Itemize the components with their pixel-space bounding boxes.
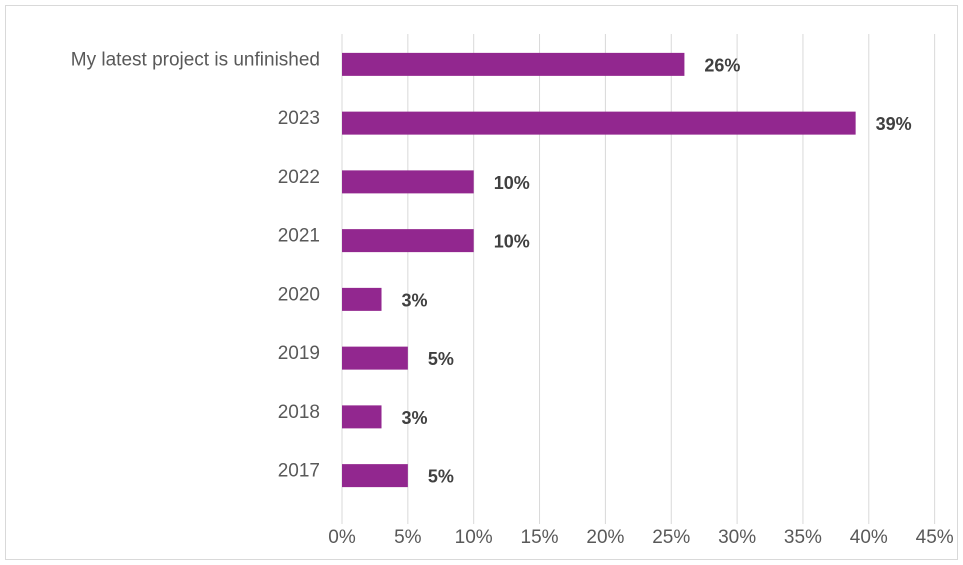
bar [342, 346, 408, 370]
category-label: 2021 [278, 226, 320, 247]
data-label: 3% [402, 408, 428, 428]
category-label: My latest project is unfinished [71, 49, 320, 70]
bar [342, 111, 856, 135]
category-axis: My latest project is unfinished 2023 2022 2… [71, 49, 320, 481]
x-tick-label: 15% [521, 527, 559, 548]
bar [342, 52, 685, 76]
data-label: 5% [428, 467, 454, 487]
category-label: 2017 [278, 461, 320, 482]
category-label: 2019 [278, 343, 320, 364]
category-label: 2022 [278, 167, 320, 188]
x-tick-label: 5% [394, 527, 422, 548]
chart-area: 26% 39% 10% 10% 3% 5% 3% 5% My latest project i… [5, 5, 958, 560]
bar-chart: 26% 39% 10% 10% 3% 5% 3% 5% My latest project i… [71, 34, 954, 548]
bar [342, 229, 474, 253]
x-tick-label: 40% [850, 527, 888, 548]
data-label: 10% [494, 173, 530, 193]
x-tick-label: 20% [586, 527, 624, 548]
x-tick-label: 25% [652, 527, 690, 548]
x-tick-label: 0% [328, 527, 356, 548]
category-label: 2023 [278, 108, 320, 129]
x-tick-label: 35% [784, 527, 822, 548]
value-axis: 0% 5% 10% 15% 20% 25% 30% 35% 40% 45% [328, 527, 954, 548]
gridlines [341, 34, 936, 524]
bar [342, 170, 474, 194]
x-tick-label: 45% [916, 527, 954, 548]
data-label: 26% [704, 55, 740, 75]
x-tick-label: 30% [718, 527, 756, 548]
bar [342, 464, 408, 488]
bar [342, 405, 382, 429]
x-tick-label: 10% [455, 527, 493, 548]
bars [342, 52, 856, 488]
category-label: 2018 [278, 402, 320, 423]
category-label: 2020 [278, 284, 320, 305]
data-label: 10% [494, 232, 530, 252]
data-label: 39% [876, 114, 912, 134]
data-labels: 26% 39% 10% 10% 3% 5% 3% 5% [402, 55, 912, 486]
bar [342, 287, 382, 311]
data-label: 3% [402, 290, 428, 310]
data-label: 5% [428, 349, 454, 369]
